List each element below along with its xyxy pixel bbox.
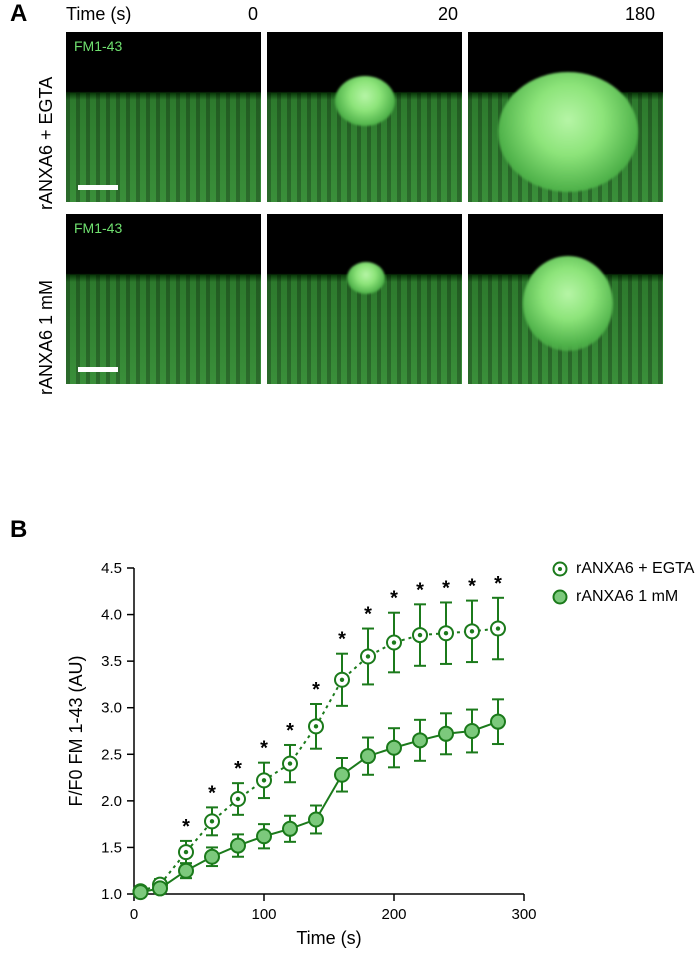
panel-a-label: A <box>10 0 27 28</box>
legend-item-1mm: rANXA6 1 mM <box>552 588 694 606</box>
svg-text:100: 100 <box>251 906 276 923</box>
legend-marker-open-circle-icon <box>552 561 568 577</box>
legend-item-egta: rANXA6 + EGTA <box>552 560 694 578</box>
time-value-2: 180 <box>625 4 655 25</box>
fm-label: FM1-43 <box>74 220 122 236</box>
micrograph-r2-t0: FM1-43 <box>66 214 261 384</box>
micrograph-r1-t180 <box>468 32 663 202</box>
chart-container: 1.0 1.5 2.0 2.5 3.0 3.5 4.0 4.5 0 100 200 300 Time (… <box>66 550 536 950</box>
svg-text:2.5: 2.5 <box>101 746 122 763</box>
svg-text:*: * <box>338 629 346 651</box>
svg-text:*: * <box>208 782 216 804</box>
micrograph-r2-t180 <box>468 214 663 384</box>
svg-text:*: * <box>182 816 190 838</box>
lesion-blob <box>347 262 385 294</box>
svg-text:4.0: 4.0 <box>101 607 122 624</box>
svg-text:1.0: 1.0 <box>101 886 122 903</box>
legend: rANXA6 + EGTA rANXA6 1 mM <box>552 560 694 616</box>
lesion-blob <box>523 256 613 351</box>
svg-text:1.5: 1.5 <box>101 839 122 856</box>
legend-label: rANXA6 1 mM <box>576 588 678 606</box>
panel-b-label: B <box>10 516 27 544</box>
svg-text:*: * <box>312 679 320 701</box>
svg-text:3.5: 3.5 <box>101 653 122 670</box>
micrograph-r1-t20 <box>267 32 462 202</box>
time-header-label: Time (s) <box>66 4 131 25</box>
svg-text:3.0: 3.0 <box>101 700 122 717</box>
svg-text:4.5: 4.5 <box>101 560 122 577</box>
fm-label: FM1-43 <box>74 38 122 54</box>
time-value-0: 0 <box>248 4 258 25</box>
legend-label: rANXA6 + EGTA <box>576 560 694 578</box>
time-value-1: 20 <box>438 4 458 25</box>
micrograph-r2-t20 <box>267 214 462 384</box>
svg-text:*: * <box>286 720 294 742</box>
svg-text:*: * <box>494 573 502 595</box>
lesion-blob <box>335 76 395 126</box>
svg-text:200: 200 <box>381 906 406 923</box>
scale-bar <box>78 185 118 190</box>
svg-text:0: 0 <box>130 906 138 923</box>
scale-bar <box>78 367 118 372</box>
svg-text:*: * <box>390 588 398 610</box>
svg-text:*: * <box>234 758 242 780</box>
lesion-blob <box>498 72 638 192</box>
svg-text:Time (s): Time (s) <box>296 928 361 948</box>
svg-text:*: * <box>468 576 476 598</box>
micrograph-row-2: FM1-43 <box>66 214 663 384</box>
svg-text:*: * <box>416 579 424 601</box>
micrograph-row-1: FM1-43 <box>66 32 663 202</box>
row2-label: rANXA6 1 mM <box>36 245 57 395</box>
svg-text:2.0: 2.0 <box>101 793 122 810</box>
line-chart: 1.0 1.5 2.0 2.5 3.0 3.5 4.0 4.5 0 100 200 300 Time (… <box>66 550 536 950</box>
svg-text:F/F0 FM 1-43 (AU): F/F0 FM 1-43 (AU) <box>66 655 86 806</box>
svg-text:*: * <box>442 577 450 599</box>
micrograph-r1-t0: FM1-43 <box>66 32 261 202</box>
legend-marker-filled-circle-icon <box>552 589 568 605</box>
row1-label: rANXA6 + EGTA <box>36 60 57 210</box>
svg-text:*: * <box>260 738 268 760</box>
svg-text:*: * <box>364 604 372 626</box>
svg-text:300: 300 <box>511 906 536 923</box>
